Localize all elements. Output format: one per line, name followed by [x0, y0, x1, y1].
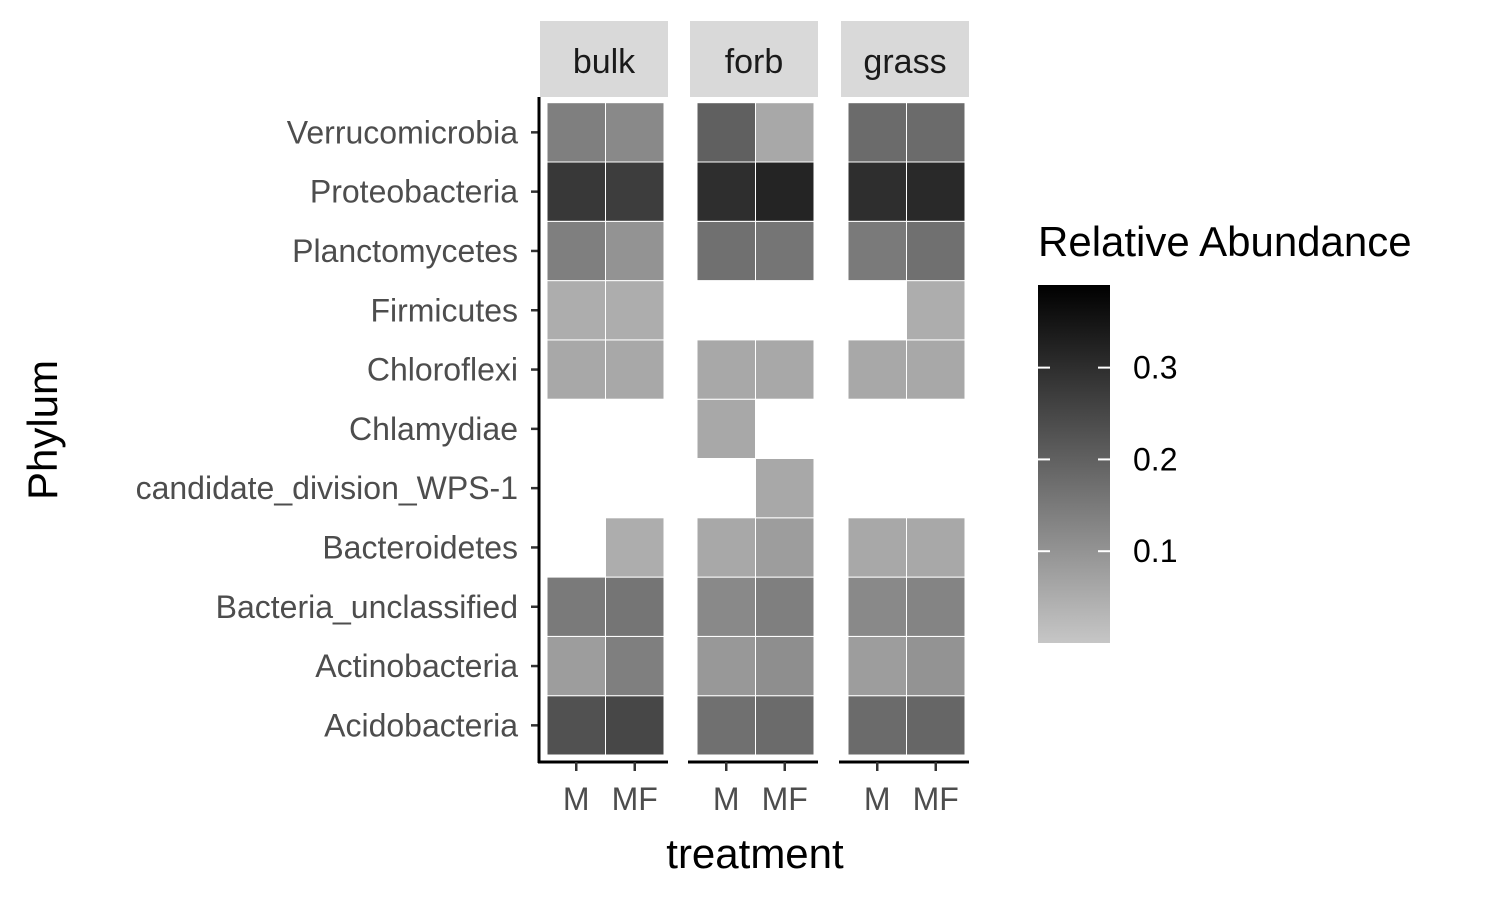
- heatmap-cell: [605, 517, 665, 578]
- heatmap-cell: [906, 576, 966, 637]
- heatmap-cell: [696, 161, 756, 222]
- legend-colorbar: [1038, 285, 1110, 643]
- heatmap-cell: [546, 695, 606, 756]
- heatmap-cell: [696, 220, 756, 282]
- heatmap-cell: [696, 635, 756, 697]
- heatmap-cell: [696, 517, 756, 578]
- x-axis-title: treatment: [666, 830, 844, 877]
- heatmap-cell: [847, 635, 907, 697]
- heatmap-cell: [755, 339, 815, 400]
- x-tick-label: M: [563, 781, 590, 817]
- heatmap-cell: [755, 220, 815, 282]
- heatmap-cell: [696, 398, 756, 460]
- heatmap-cell: [755, 102, 815, 163]
- heatmap-cell: [847, 576, 907, 637]
- x-tick-label: MF: [612, 781, 658, 817]
- heatmap-cell: [755, 695, 815, 756]
- x-tick-label: M: [864, 781, 891, 817]
- y-tick-label: Bacteria_unclassified: [216, 589, 518, 625]
- facet-label: grass: [863, 43, 946, 81]
- y-tick-label: Proteobacteria: [310, 174, 518, 210]
- facet-label: forb: [725, 43, 784, 81]
- legend-tick-label: 0.2: [1133, 441, 1177, 477]
- heatmap-cell: [605, 635, 665, 697]
- heatmap-cell: [906, 517, 966, 578]
- heatmap-cell: [906, 161, 966, 222]
- x-tick-label: MF: [913, 781, 959, 817]
- heatmap-cell: [755, 161, 815, 222]
- heatmap-cell: [546, 102, 606, 163]
- plot-area: Acidobacteria Actinobacteria Bacteria_uncl…: [136, 21, 969, 817]
- heatmap-cell: [906, 695, 966, 756]
- y-tick-label: Firmicutes: [370, 292, 518, 328]
- heatmap-cell: [847, 517, 907, 578]
- heatmap-cell: [696, 695, 756, 756]
- heatmap-cell: [605, 220, 665, 282]
- heatmap-cell: [847, 102, 907, 163]
- heatmap-cell: [847, 220, 907, 282]
- y-tick-label: Chlamydiae: [349, 411, 518, 447]
- facet-strip: [690, 21, 818, 97]
- heatmap-cell: [546, 635, 606, 697]
- heatmap-cell: [546, 220, 606, 282]
- legend-tick-label: 0.1: [1133, 533, 1177, 569]
- heatmap-cell: [605, 576, 665, 637]
- x-tick-label: M: [713, 781, 740, 817]
- legend-tick-label: 0.3: [1133, 350, 1177, 386]
- facet-strip: [841, 21, 969, 97]
- heatmap-cell: [847, 161, 907, 222]
- heatmap-cell: [906, 220, 966, 282]
- heatmap-cell: [906, 102, 966, 163]
- y-axis-title: Phylum: [19, 360, 66, 500]
- y-tick-label: Chloroflexi: [367, 352, 518, 388]
- heatmap-cell: [696, 339, 756, 400]
- heatmap-cell: [605, 161, 665, 222]
- y-tick-label: candidate_division_WPS-1: [136, 470, 518, 506]
- heatmap-cell: [546, 161, 606, 222]
- y-tick-label: Planctomycetes: [292, 233, 518, 269]
- y-tick-label: Bacteroidetes: [322, 529, 518, 565]
- heatmap-cell: [696, 576, 756, 637]
- heatmap-cell: [605, 339, 665, 400]
- heatmap-cell: [755, 576, 815, 637]
- heatmap-cell: [906, 635, 966, 697]
- heatmap-cell: [546, 576, 606, 637]
- y-tick-label: Verrucomicrobia: [287, 114, 518, 150]
- facet-label: bulk: [573, 43, 636, 81]
- heatmap-cell: [546, 280, 606, 341]
- y-tick-label: Acidobacteria: [324, 707, 518, 743]
- heatmap-cell: [605, 695, 665, 756]
- heatmap-cell: [755, 635, 815, 697]
- heatmap-cell: [546, 339, 606, 400]
- facet-strip: [540, 21, 668, 97]
- legend-title: Relative Abundance: [1038, 218, 1412, 265]
- heatmap-cell: [847, 339, 907, 400]
- heatmap-cell: [906, 339, 966, 400]
- legend: Relative Abundance 0.1 0.2 0.3: [1038, 218, 1412, 643]
- heatmap-cell: [696, 102, 756, 163]
- heatmap-cell: [755, 458, 815, 519]
- heatmap-cell: [906, 280, 966, 341]
- heatmap-cell: [847, 695, 907, 756]
- x-tick-label: MF: [762, 781, 808, 817]
- heatmap-cell: [755, 517, 815, 578]
- heatmap-cell: [605, 102, 665, 163]
- y-tick-label: Actinobacteria: [315, 648, 518, 684]
- heatmap-cell: [605, 280, 665, 341]
